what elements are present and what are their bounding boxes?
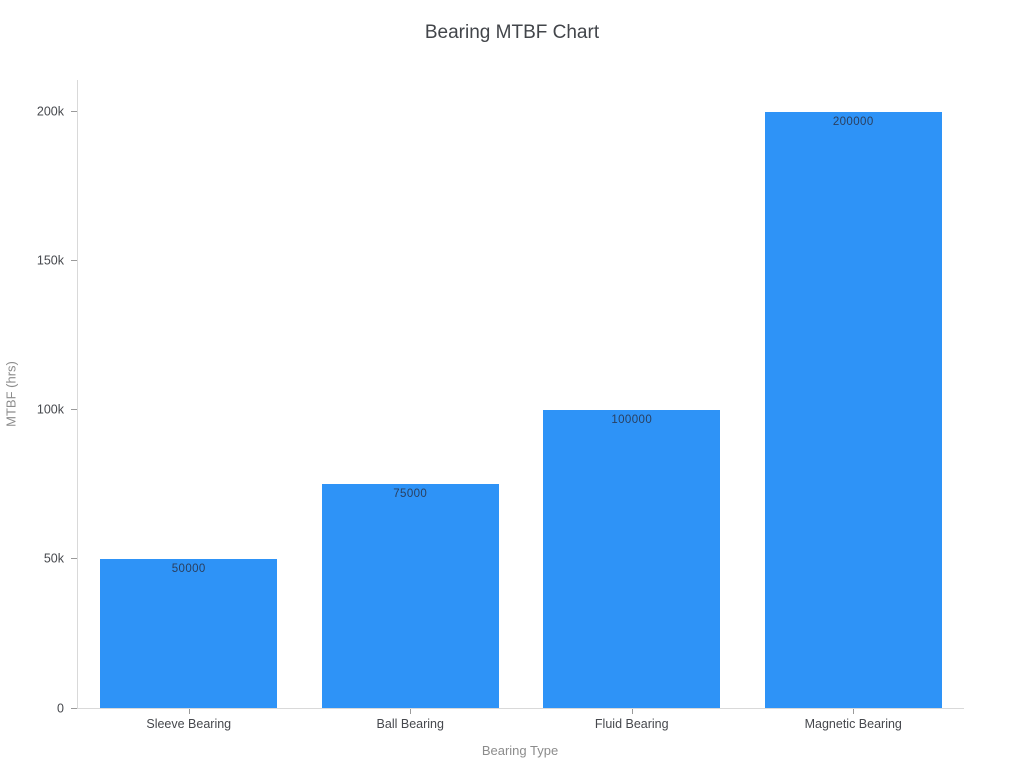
bar-value-label: 75000 [393, 488, 428, 501]
y-axis-tick-mark [71, 707, 77, 709]
bar[interactable]: 100000 [543, 409, 721, 708]
y-axis-tick-label: 0 [57, 700, 64, 715]
y-axis-tick-mark [71, 558, 77, 560]
y-axis-tick-label: 50k [43, 551, 64, 566]
y-axis-title: MTBF (hrs) [3, 361, 19, 427]
x-axis-tick-label: Magnetic Bearing [804, 717, 902, 731]
bar-series: 50000 Sleeve Bearing 75000 Ball Bearing 1000… [78, 80, 965, 731]
x-axis-title: Bearing Type [481, 743, 559, 758]
y-axis-tick-label: 100k [36, 402, 64, 417]
y-axis-tick-mark [71, 409, 77, 411]
y-axis-tick-label: 150k [36, 253, 64, 268]
x-axis-tick-mark [410, 709, 412, 714]
x-axis-tick-label: Ball Bearing [376, 717, 444, 731]
bar[interactable]: 200000 [764, 111, 942, 708]
x-axis-tick-label: Fluid Bearing [594, 717, 669, 731]
y-axis-tick-mark [71, 111, 77, 113]
bar-value-label: 50000 [171, 562, 206, 575]
bar-slot: 200000 Magnetic Bearing [743, 80, 965, 731]
bar-slot: 75000 Ball Bearing [300, 80, 522, 731]
x-axis-tick-mark [853, 709, 855, 714]
y-axis-tick-label: 200k [36, 104, 64, 119]
x-axis-tick-label: Sleeve Bearing [146, 717, 232, 731]
bar-value-label: 200000 [832, 115, 874, 128]
chart-title: Bearing MTBF Chart [424, 22, 600, 43]
bar-value-label: 100000 [611, 413, 653, 426]
y-axis-tick-mark [71, 260, 77, 262]
bar[interactable]: 75000 [321, 484, 499, 708]
bar[interactable]: 50000 [100, 558, 278, 708]
x-axis-tick-mark [631, 709, 633, 714]
bar-slot: 100000 Fluid Bearing [521, 80, 743, 731]
x-axis-tick-mark [188, 709, 190, 714]
plot-area: 0 50k 100k 150k 200k 50000 Sleeve Bearing 75000… [37, 80, 965, 731]
bar-slot: 50000 Sleeve Bearing [78, 80, 300, 731]
